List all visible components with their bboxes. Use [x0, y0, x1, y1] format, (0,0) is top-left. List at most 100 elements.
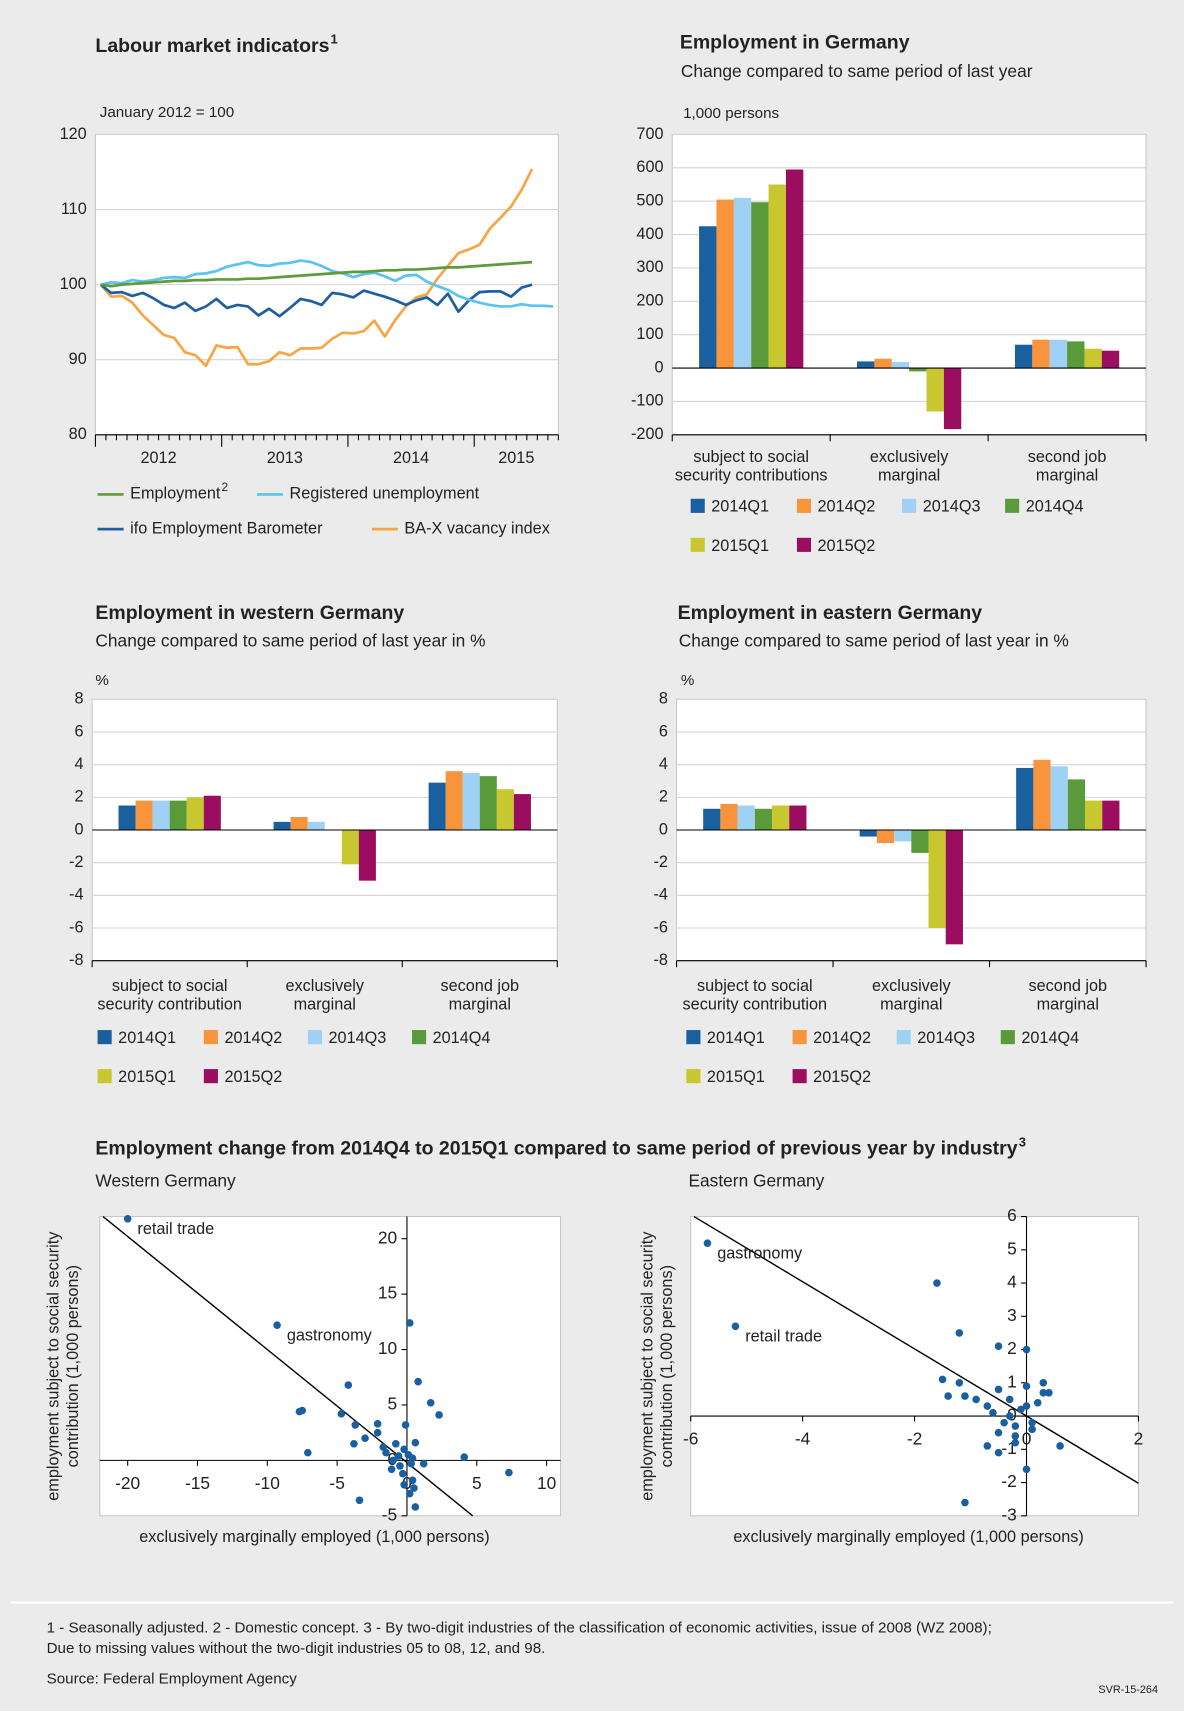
x-tick-label: subject to social — [693, 448, 809, 466]
x-tick-label: exclusively — [285, 977, 364, 995]
y-tick-label: -100 — [631, 392, 664, 410]
x-tick-label: -5 — [329, 1473, 344, 1493]
legend-label: 2015Q1 — [118, 1068, 176, 1086]
bar — [1102, 800, 1120, 831]
bar — [428, 782, 446, 831]
scatter-point — [983, 1402, 992, 1410]
y-tick-label: 10 — [378, 1338, 397, 1358]
y-tick-label: 2 — [74, 788, 83, 806]
legend-label: 2014Q2 — [813, 1029, 871, 1047]
y-tick-label: -6 — [69, 918, 83, 936]
legend-swatch — [690, 498, 705, 513]
scatter-point — [350, 1439, 358, 1448]
scatter-point — [983, 1442, 992, 1450]
chart-title: Employment in eastern Germany — [678, 602, 983, 624]
legend-swatch — [686, 1069, 701, 1084]
point-label: gastronomy — [287, 1326, 373, 1344]
bar — [496, 789, 514, 831]
bar — [1033, 759, 1051, 831]
y-tick-label: 4 — [1007, 1272, 1017, 1292]
bar — [152, 800, 170, 831]
scatter-point — [955, 1329, 964, 1337]
legend-label: ifo Employment Barometer — [130, 519, 323, 537]
scatter-point — [435, 1411, 443, 1419]
scatter-point — [1028, 1418, 1036, 1427]
unit-label: % — [681, 672, 694, 689]
series-line — [100, 260, 533, 288]
scatter-point — [989, 1408, 997, 1417]
y-tick-label: 6 — [74, 722, 83, 740]
scatter-point — [994, 1342, 1003, 1351]
y-tick-label: 110 — [61, 200, 87, 218]
y-tick-label: 4 — [74, 755, 83, 773]
x-tick-label: 5 — [472, 1473, 482, 1493]
y-axis-label: employment subject to social security — [639, 1231, 657, 1501]
legend-label: 2014Q4 — [1026, 498, 1084, 516]
legend-swatch — [203, 1030, 218, 1045]
scatter-point — [1017, 1405, 1025, 1414]
scatter-point — [1005, 1412, 1014, 1420]
x-tick-label: -2 — [907, 1428, 922, 1448]
unit-label: January 2012 = 100 — [100, 104, 234, 121]
bar — [733, 197, 752, 369]
legend-label: 2014Q1 — [118, 1029, 176, 1047]
scatter-point — [1039, 1388, 1048, 1397]
bar — [1032, 339, 1050, 369]
x-tick-label: security contribution — [97, 995, 242, 1013]
bar — [699, 226, 717, 369]
x-tick-label: marginal — [878, 466, 940, 484]
x-tick-label: -10 — [255, 1473, 280, 1493]
y-tick-label: 80 — [69, 425, 87, 443]
bar — [768, 184, 786, 369]
y-tick-label: 2 — [659, 788, 668, 806]
superscript: 2 — [222, 480, 229, 494]
scatter-point — [1011, 1432, 1020, 1440]
scatter-point — [389, 1456, 397, 1465]
y-tick-label: 6 — [659, 722, 668, 740]
scatter-point — [1022, 1382, 1031, 1390]
legend-label: 2014Q1 — [711, 498, 769, 516]
bar — [1050, 766, 1068, 831]
legend-swatch — [97, 1069, 112, 1084]
bar — [118, 805, 136, 831]
bar — [1016, 767, 1034, 831]
scatter-point — [273, 1321, 281, 1329]
bar — [358, 830, 376, 881]
y-axis-label: contribution (1,000 persons) — [64, 1265, 82, 1467]
y-tick-label: 6 — [1007, 1205, 1017, 1225]
legend-label: 2014Q2 — [224, 1029, 282, 1047]
x-tick-label: marginal — [1037, 995, 1099, 1013]
scatter-point — [396, 1462, 404, 1470]
legend-label: BA-X vacancy index — [404, 519, 549, 537]
bar — [462, 772, 480, 831]
scatter-point — [351, 1421, 360, 1429]
bar — [945, 830, 963, 945]
scatter-point — [994, 1385, 1003, 1394]
y-tick-label: 5 — [388, 1394, 398, 1414]
scatter-point — [355, 1496, 364, 1505]
scatter-point — [1022, 1402, 1031, 1410]
bar — [273, 821, 291, 831]
superscript: 3 — [1019, 1134, 1026, 1149]
x-tick-label: marginal — [449, 995, 511, 1013]
bar — [720, 803, 738, 831]
bar — [169, 800, 187, 831]
bar — [772, 805, 790, 831]
x-axis-label: exclusively marginally employed (1,000 p… — [139, 1528, 489, 1546]
x-tick-label: exclusively — [870, 448, 949, 466]
bar — [859, 830, 877, 837]
unit-label: % — [95, 672, 108, 689]
scatter-point — [938, 1375, 947, 1384]
scatter-point — [961, 1392, 969, 1400]
legend-swatch — [307, 1030, 323, 1045]
y-axis-label: employment subject to social security — [45, 1231, 63, 1501]
y-tick-label: 600 — [636, 158, 663, 176]
scatter-point — [361, 1434, 369, 1443]
bar — [737, 805, 755, 831]
chart-title: Labour market indicators — [95, 35, 329, 57]
y-tick-label: -8 — [69, 951, 83, 969]
legend-label: 2014Q3 — [329, 1029, 387, 1047]
bar — [785, 169, 804, 369]
